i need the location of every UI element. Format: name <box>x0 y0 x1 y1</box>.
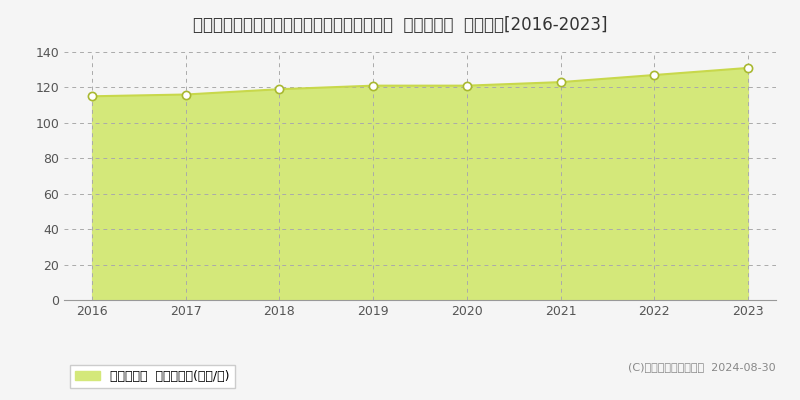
Text: 神奈川県川崎市中原区井田１丁目２２７番６  基準地価格  地価推移[2016-2023]: 神奈川県川崎市中原区井田１丁目２２７番６ 基準地価格 地価推移[2016-202… <box>193 16 607 34</box>
Point <box>554 79 567 85</box>
Legend: 基準地価格  平均坪単価(万円/坪): 基準地価格 平均坪単価(万円/坪) <box>70 365 234 388</box>
Point <box>86 93 98 100</box>
Point <box>742 65 754 71</box>
Point <box>179 91 192 98</box>
Text: (C)土地価格ドットコム  2024-08-30: (C)土地価格ドットコム 2024-08-30 <box>628 362 776 372</box>
Point <box>366 82 379 89</box>
Point <box>461 82 474 89</box>
Point <box>273 86 286 92</box>
Point <box>648 72 661 78</box>
